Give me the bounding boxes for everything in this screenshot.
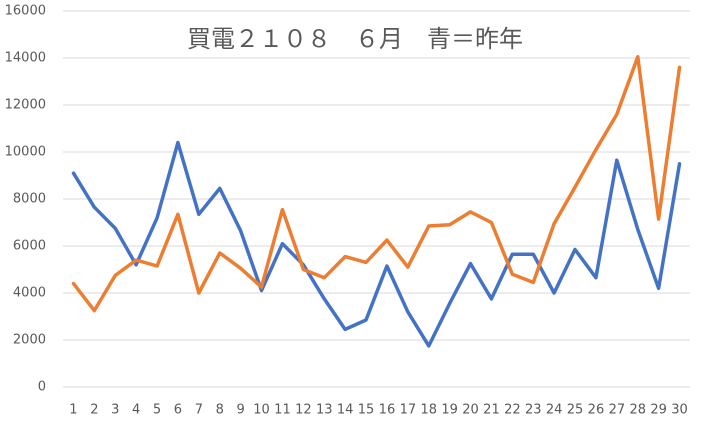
- x-tick-label: 5: [153, 403, 161, 418]
- x-tick-label: 2: [90, 403, 98, 418]
- x-tick-label: 14: [337, 403, 354, 418]
- x-tick-label: 7: [195, 403, 203, 418]
- x-tick-label: 28: [629, 403, 646, 418]
- x-tick-label: 16: [379, 403, 396, 418]
- x-tick-label: 11: [274, 403, 291, 418]
- x-tick-label: 18: [420, 403, 437, 418]
- x-tick-label: 12: [295, 403, 312, 418]
- y-tick-label: 8000: [13, 192, 46, 207]
- y-tick-label: 16000: [5, 4, 46, 19]
- chart-title: 買電２１０８ ６月 青＝昨年: [187, 25, 523, 53]
- y-tick-label: 0: [38, 380, 46, 395]
- x-tick-label: 10: [253, 403, 270, 418]
- x-tick-label: 22: [504, 403, 521, 418]
- x-tick-label: 4: [132, 403, 140, 418]
- y-tick-label: 6000: [13, 239, 46, 254]
- data-line: [71, 55, 682, 313]
- x-tick-label: 24: [546, 403, 563, 418]
- x-tick-label: 23: [525, 403, 542, 418]
- y-tick-label: 12000: [5, 98, 46, 113]
- x-tick-label: 8: [216, 403, 224, 418]
- x-tick-label: 30: [671, 403, 688, 418]
- y-tick-label: 10000: [5, 145, 46, 160]
- data-line: [71, 140, 682, 348]
- x-tick-label: 9: [237, 403, 245, 418]
- x-tick-label: 26: [588, 403, 605, 418]
- x-tick-label: 17: [400, 403, 417, 418]
- x-tick-label: 27: [609, 403, 626, 418]
- y-tick-label: 14000: [5, 51, 46, 66]
- x-tick-label: 20: [462, 403, 479, 418]
- x-tick-label: 1: [69, 403, 77, 418]
- x-tick-label: 21: [483, 403, 500, 418]
- x-tick-label: 25: [567, 403, 584, 418]
- x-tick-label: 29: [650, 403, 667, 418]
- y-tick-label: 4000: [13, 286, 46, 301]
- x-tick-label: 6: [174, 403, 182, 418]
- x-tick-label: 15: [358, 403, 375, 418]
- x-tick-label: 19: [441, 403, 458, 418]
- x-tick-label: 13: [316, 403, 333, 418]
- y-tick-label: 2000: [13, 333, 46, 348]
- x-tick-label: 3: [111, 403, 119, 418]
